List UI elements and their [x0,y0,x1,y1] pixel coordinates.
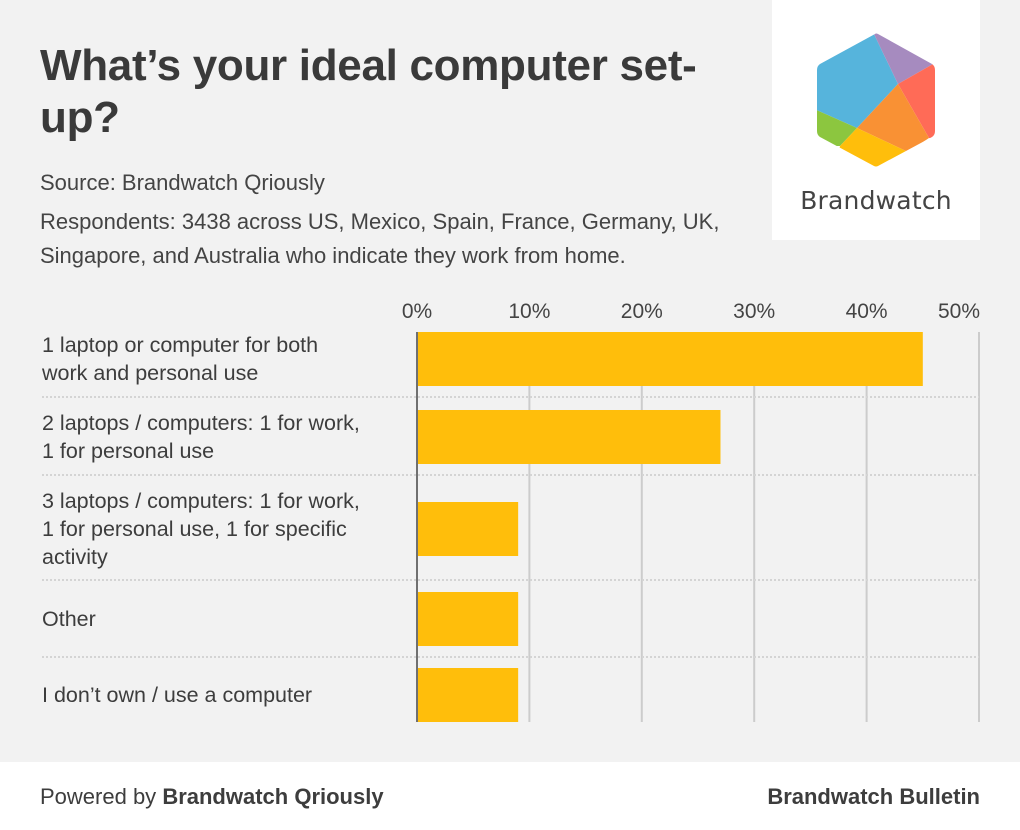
bar [417,668,519,722]
category-label: 3 laptops / computers: 1 for work, 1 for … [42,489,360,569]
powered-by-prefix: Powered by [40,784,157,809]
logo-segment-red [898,60,935,140]
bar [417,592,519,646]
x-tick-label: 50% [938,300,980,323]
brandwatch-hexagon-icon [817,33,935,167]
bar [417,502,519,556]
bar [417,410,721,464]
x-tick-label: 20% [621,300,663,323]
category-label: 1 laptop or computer for both work and pe… [41,333,318,385]
x-tick-label: 0% [402,300,432,323]
bars [417,332,923,722]
row-separators [42,396,979,658]
publisher-name: Brandwatch Bulletin [767,784,980,809]
x-tick-label: 10% [508,300,550,323]
x-tick-label: 30% [733,300,775,323]
brand-logo: Brandwatch [772,0,980,240]
category-labels: 1 laptop or computer for both work and pe… [41,333,360,707]
logo-segment-green [817,108,857,146]
gridlines [528,332,980,722]
chart-title: What’s your ideal computer set-up? [40,41,697,142]
category-label: Other [42,607,96,631]
powered-by-brand: Brandwatch Qriously [162,784,384,809]
x-tick-label: 40% [846,300,888,323]
bar-chart: 0% 10% 20% 30% 40% 50% 1 laptop or computer f… [41,300,980,722]
category-label: I don’t own / use a computer [42,683,312,707]
category-label: 2 laptops / computers: 1 for work, 1 for … [42,411,360,463]
x-axis-ticks: 0% 10% 20% 30% 40% 50% [402,300,980,323]
footer: Powered by Brandwatch Qriously Brandwatc… [0,762,1020,830]
bar [417,332,923,386]
respondents-note: Respondents: 3438 across US, Mexico, Spa… [40,209,720,268]
brand-logo-text: Brandwatch [800,186,952,215]
source-note: Source: Brandwatch Qriously [40,170,325,195]
powered-by: Powered by Brandwatch Qriously [40,784,384,810]
logo-segment-orange [857,84,929,152]
